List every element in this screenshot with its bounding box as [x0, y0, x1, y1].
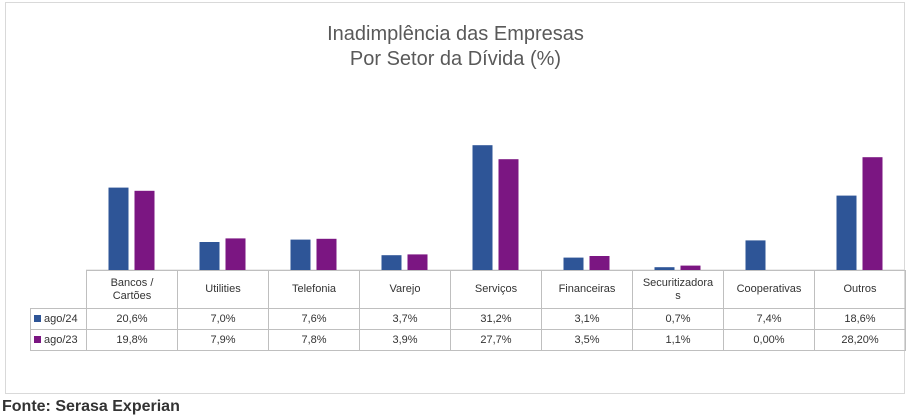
bar-ago24-2: [199, 242, 220, 270]
data-label-ago23-1: 19,8%: [86, 329, 178, 351]
bar-ago23-5: [498, 159, 519, 270]
data-label-ago24-5: 31,2%: [450, 308, 542, 330]
data-label-ago23-2: 7,9%: [177, 329, 269, 351]
bar-ago24-8: [745, 240, 766, 270]
data-label-ago24-9: 18,6%: [814, 308, 906, 330]
legend-key-2: [34, 336, 41, 343]
data-label-ago24-1: 20,6%: [86, 308, 178, 330]
table-corner: [30, 270, 87, 309]
bar-ago24-3: [290, 239, 311, 270]
data-label-ago23-8: 0,00%: [723, 329, 815, 351]
source-note: Fonte: Serasa Experian: [2, 398, 180, 415]
data-label-ago24-4: 3,7%: [359, 308, 451, 330]
series-name-2: ago/23: [44, 334, 78, 346]
series-name-1: ago/24: [44, 313, 78, 325]
bar-ago24-7: [654, 267, 675, 270]
category-label-1: Bancos / Cartões: [86, 270, 178, 309]
bar-ago23-1: [134, 190, 155, 270]
series-row-1: ago/24 20,6% 7,0% 7,6% 3,7% 31,2% 3,1% 0,7% 7,4…: [30, 308, 906, 330]
bar-ago24-9: [836, 195, 857, 270]
data-table: Bancos / Cartões Utilities Telefonia Varejo S…: [30, 270, 906, 351]
data-label-ago23-7: 1,1%: [632, 329, 724, 351]
bar-ago24-4: [381, 255, 402, 270]
category-label-8: Cooperativas: [723, 270, 815, 309]
bar-ago23-7: [680, 265, 701, 270]
category-label-3: Telefonia: [268, 270, 360, 309]
bar-ago23-6: [589, 256, 610, 270]
bar-ago24-5: [472, 145, 493, 270]
bar-ago24-1: [108, 187, 129, 270]
series-name-cell-2: ago/23: [30, 329, 87, 351]
data-label-ago24-3: 7,6%: [268, 308, 360, 330]
data-label-ago23-5: 27,7%: [450, 329, 542, 351]
bar-ago24-6: [563, 257, 584, 270]
series-row-2: ago/23 19,8% 7,9% 7,8% 3,9% 27,7% 3,5% 1,1% 0,0…: [30, 329, 906, 351]
data-label-ago24-7: 0,7%: [632, 308, 724, 330]
chart-title: Inadimplência das Empresas Por Setor da …: [0, 22, 911, 72]
chart-title-line-2: Por Setor da Dívida (%): [349, 48, 562, 70]
data-label-ago24-6: 3,1%: [541, 308, 633, 330]
chart-title-line-1: Inadimplência das Empresas: [327, 23, 584, 45]
bar-ago23-2: [225, 238, 246, 270]
data-label-ago23-4: 3,9%: [359, 329, 451, 351]
category-label-5: Serviços: [450, 270, 542, 309]
category-label-9: Outros: [814, 270, 906, 309]
series-name-cell-1: ago/24: [30, 308, 87, 330]
bar-ago23-4: [407, 254, 428, 270]
category-label-2: Utilities: [177, 270, 269, 309]
bar-ago23-3: [316, 238, 337, 270]
bar-ago23-9: [862, 157, 883, 270]
category-label-7: Securitizadora s: [632, 270, 724, 309]
legend-key-1: [34, 315, 41, 322]
data-label-ago23-6: 3,5%: [541, 329, 633, 351]
data-label-ago23-9: 28,20%: [814, 329, 906, 351]
category-header-row: Bancos / Cartões Utilities Telefonia Varejo S…: [30, 270, 906, 309]
category-label-6: Financeiras: [541, 270, 633, 309]
category-label-4: Varejo: [359, 270, 451, 309]
data-label-ago23-3: 7,8%: [268, 329, 360, 351]
data-label-ago24-8: 7,4%: [723, 308, 815, 330]
data-label-ago24-2: 7,0%: [177, 308, 269, 330]
